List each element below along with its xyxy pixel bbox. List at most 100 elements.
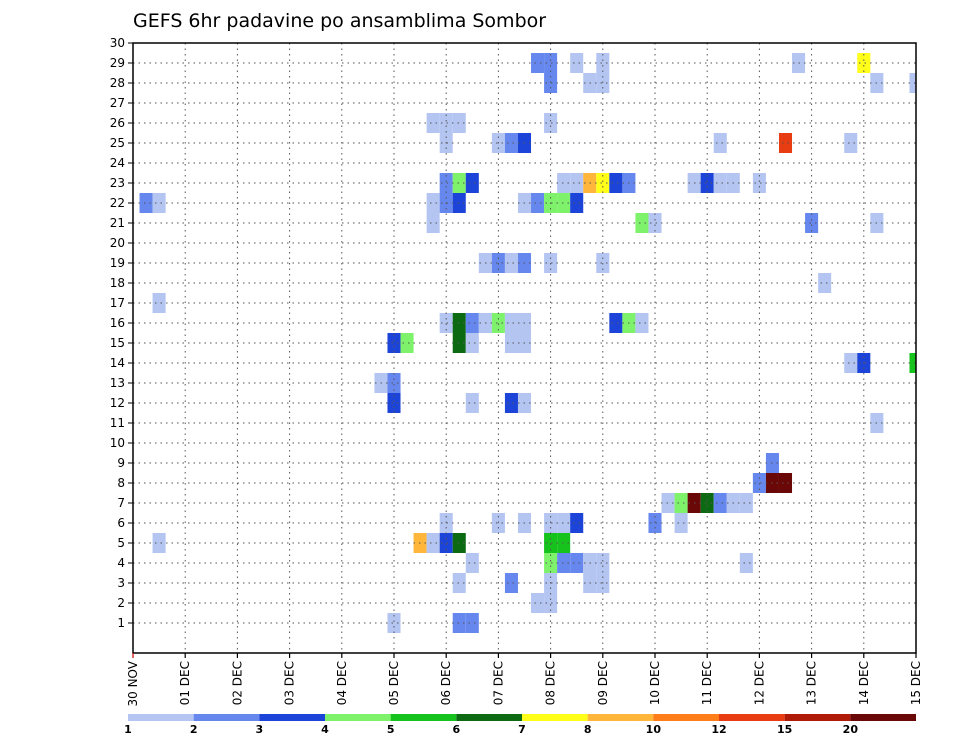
y-tick-label-22: 22 [110, 196, 125, 210]
precip-cell-117 [805, 213, 819, 233]
precip-cell-105 [700, 173, 714, 193]
y-tick-label-30: 30 [110, 36, 125, 50]
precip-cell-93 [531, 593, 545, 613]
y-tick-label-8: 8 [117, 476, 125, 490]
precip-cell-40 [426, 113, 440, 133]
precip-cell-59 [531, 53, 545, 73]
x-tick-label-6: 06 DEC [439, 661, 453, 705]
legend-label-4: 4 [321, 723, 329, 736]
precip-cell-12 [439, 533, 453, 553]
precip-cell-2 [152, 293, 166, 313]
legend-label-6: 6 [453, 723, 461, 736]
precip-cell-70 [570, 53, 584, 73]
precip-cell-58 [570, 193, 584, 213]
precip-cell-0 [139, 193, 153, 213]
precip-cell-119 [844, 133, 858, 153]
y-tick-label-24: 24 [110, 156, 125, 170]
precip-cell-48 [439, 173, 453, 193]
y-tick-label-29: 29 [110, 56, 125, 70]
y-tick-label-25: 25 [110, 136, 125, 150]
precip-cell-124 [844, 353, 858, 373]
precip-cell-17 [452, 613, 466, 633]
precip-cell-11 [426, 533, 440, 553]
legend-swatch-1 [193, 714, 260, 721]
x-tick-label-2: 02 DEC [230, 661, 244, 705]
legend-swatch-10 [784, 714, 851, 721]
y-tick-label-6: 6 [117, 516, 125, 530]
legend-swatch-6 [522, 714, 588, 721]
precip-cell-77 [635, 313, 649, 333]
precip-cell-84 [557, 533, 571, 553]
y-tick-label-28: 28 [110, 76, 125, 90]
y-tick-label-16: 16 [110, 316, 125, 330]
y-tick-label-15: 15 [110, 336, 125, 350]
precip-cell-83 [544, 533, 558, 553]
precip-cell-16 [452, 573, 466, 593]
x-tick-label-15: 15 DEC [909, 661, 923, 705]
precip-cell-1 [152, 193, 166, 213]
precip-cell-21 [452, 313, 466, 333]
y-tick-label-21: 21 [110, 216, 125, 230]
y-tick-label-26: 26 [110, 116, 125, 130]
precip-cell-22 [465, 313, 479, 333]
precip-cell-55 [531, 193, 545, 213]
precip-cell-46 [452, 193, 466, 213]
legend-swatch-4 [390, 714, 457, 721]
precip-cell-101 [713, 493, 727, 513]
precip-cell-113 [778, 473, 793, 493]
precip-cell-126 [909, 73, 916, 93]
legend-label-7: 7 [518, 723, 526, 736]
y-tick-label-11: 11 [110, 416, 125, 430]
legend-label-2: 2 [190, 723, 198, 736]
legend-label-8: 8 [584, 723, 592, 736]
x-tick-label-5: 05 DEC [387, 661, 401, 705]
precip-cell-19 [465, 393, 479, 413]
legend-swatch-11 [850, 714, 916, 721]
precip-cell-33 [504, 573, 518, 593]
precip-cell-28 [465, 333, 479, 353]
precip-cell-127 [909, 353, 916, 373]
y-tick-label-20: 20 [110, 236, 125, 250]
precip-cell-81 [557, 513, 571, 533]
precip-cell-29 [504, 333, 518, 353]
precip-cell-62 [544, 113, 558, 133]
precip-cell-31 [504, 393, 518, 413]
precip-cell-106 [713, 173, 727, 193]
legend-label-10: 10 [646, 723, 662, 736]
legend-label-20: 20 [843, 723, 859, 736]
precip-cell-68 [609, 173, 623, 193]
y-tick-label-14: 14 [110, 356, 125, 370]
y-tick-label-3: 3 [117, 576, 125, 590]
legend-swatch-9 [719, 714, 785, 721]
precip-cell-13 [452, 533, 466, 553]
precip-cell-94 [544, 593, 558, 613]
precip-cell-115 [778, 133, 793, 153]
precip-cell-64 [557, 173, 571, 193]
color-legend: 1 2 3 4 5 6 7 8 10 12 15 20 [124, 714, 916, 736]
precip-cell-38 [504, 253, 518, 273]
legend-label-1: 1 [124, 723, 132, 736]
precip-cell-42 [452, 113, 466, 133]
precip-cell-57 [557, 193, 571, 213]
precip-cell-100 [700, 493, 714, 513]
x-tick-label-13: 13 DEC [805, 661, 819, 705]
heatmap-cells [139, 53, 916, 633]
y-axis-ticks: 1234567891011121314151617181920212223242… [110, 36, 133, 630]
chart-title: GEFS 6hr padavine po ansamblima Sombor [133, 10, 546, 32]
x-tick-label-14: 14 DEC [857, 661, 871, 705]
precip-cell-110 [739, 553, 753, 573]
legend-label-3: 3 [256, 723, 264, 736]
y-tick-label-27: 27 [110, 96, 125, 110]
x-tick-label-11: 11 DEC [700, 661, 714, 705]
precip-cell-41 [439, 113, 453, 133]
precip-cell-120 [857, 53, 871, 73]
legend-label-12: 12 [711, 723, 726, 736]
y-tick-label-2: 2 [117, 596, 125, 610]
plot-frame [132, 42, 917, 654]
x-tick-label-1: 01 DEC [178, 661, 192, 705]
y-tick-label-9: 9 [117, 456, 125, 470]
x-tick-label-8: 08 DEC [544, 661, 558, 705]
x-tick-label-10: 10 DEC [648, 661, 662, 705]
x-tick-label-0: 30 NOV [126, 660, 140, 706]
